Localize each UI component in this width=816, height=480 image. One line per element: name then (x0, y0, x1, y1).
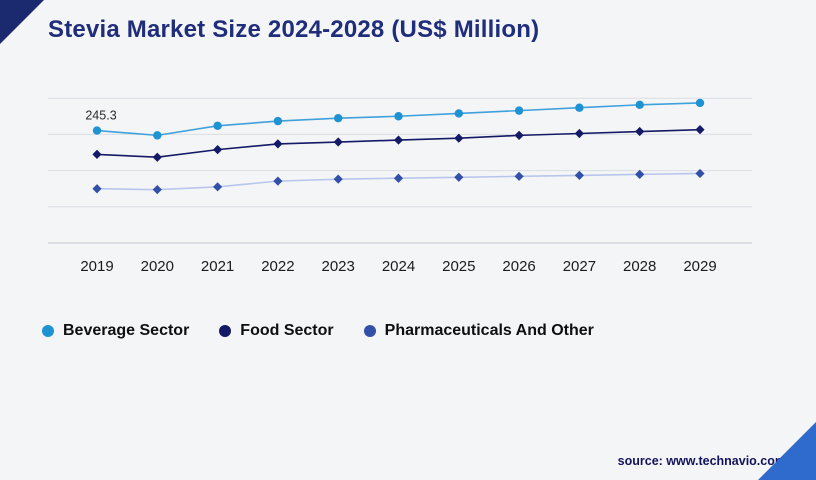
svg-text:2027: 2027 (563, 258, 596, 275)
legend-item-beverage-sector[interactable]: Beverage Sector (42, 322, 189, 340)
svg-text:2026: 2026 (502, 258, 535, 275)
svg-text:2029: 2029 (683, 258, 716, 275)
pharmaceuticals-dot-icon (363, 325, 376, 337)
corner-triangle-bottom-right (758, 422, 816, 480)
beverage-sector-dot-icon (42, 325, 54, 337)
legend: Beverage Sector Food Sector Pharmaceutic… (42, 322, 594, 340)
market-size-line-chart: 2019 2020 2021 2022 2023 2024 2025 2026 2027 2028… (48, 97, 752, 275)
corner-triangle-top-left (0, 0, 44, 44)
legend-item-food-sector[interactable]: Food Sector (219, 322, 334, 340)
legend-item-pharmaceuticals[interactable]: Pharmaceuticals And Other (363, 322, 594, 340)
svg-text:2028: 2028 (623, 258, 656, 275)
legend-label-beverage-sector: Beverage Sector (63, 322, 190, 339)
svg-text:2025: 2025 (442, 258, 475, 275)
svg-text:2021: 2021 (201, 258, 234, 275)
source-credit: source: www.technavio.com (617, 454, 786, 468)
svg-text:245.3: 245.3 (85, 109, 116, 123)
svg-text:2023: 2023 (322, 258, 355, 275)
svg-text:2019: 2019 (80, 258, 113, 275)
legend-label-food-sector: Food Sector (240, 322, 334, 339)
svg-text:2024: 2024 (382, 258, 415, 275)
legend-label-pharmaceuticals: Pharmaceuticals And Other (384, 322, 594, 339)
chart-title: Stevia Market Size 2024-2028 (US$ Millio… (48, 16, 540, 43)
svg-text:2020: 2020 (141, 258, 174, 275)
svg-text:2022: 2022 (261, 258, 294, 275)
food-sector-dot-icon (219, 325, 232, 337)
